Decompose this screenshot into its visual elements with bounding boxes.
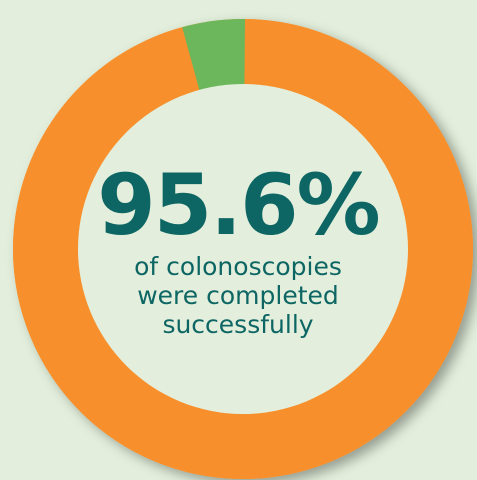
caption-line-3: successfully	[162, 310, 314, 339]
center-label: 95.6% of colonoscopies were completed su…	[88, 160, 388, 339]
caption-text: of colonoscopies were completed successf…	[88, 252, 388, 339]
percentage-value: 95.6%	[97, 156, 380, 254]
caption-line-2: were completed	[137, 281, 339, 310]
caption-line-1: of colonoscopies	[134, 252, 342, 281]
donut-center	[78, 84, 408, 414]
